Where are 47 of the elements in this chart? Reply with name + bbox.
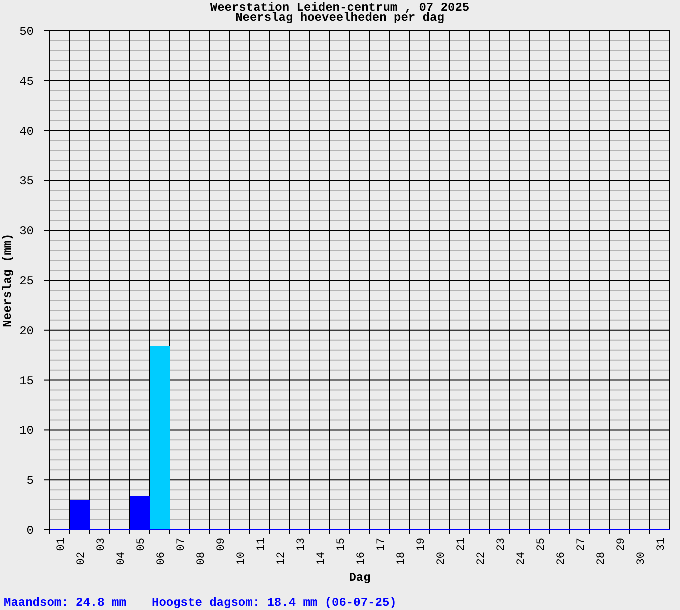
x-tick-label: 14 bbox=[316, 552, 328, 566]
x-tick-label: 23 bbox=[496, 538, 508, 552]
x-tick-label: 18 bbox=[396, 552, 408, 566]
x-tick-label: 31 bbox=[656, 538, 668, 552]
y-tick-label: 35 bbox=[20, 174, 34, 189]
y-axis-title: Neerslag (mm) bbox=[1, 234, 15, 328]
x-tick-label: 20 bbox=[436, 552, 448, 566]
x-tick-label: 17 bbox=[376, 538, 388, 552]
x-tick-label: 24 bbox=[516, 552, 528, 566]
x-tick-label: 25 bbox=[536, 538, 548, 552]
text: Hoogste dagsom: 18.4 mm (06-07-25) bbox=[152, 596, 397, 610]
x-tick-label: 06 bbox=[156, 552, 168, 566]
text: Maandsom: 24.8 mm bbox=[4, 596, 126, 610]
x-tick-label: 13 bbox=[296, 538, 308, 552]
x-tick-label: 15 bbox=[336, 538, 348, 552]
x-tick-label: 16 bbox=[356, 552, 368, 566]
x-tick-label: 29 bbox=[616, 538, 628, 552]
x-tick-label: 08 bbox=[196, 552, 208, 566]
y-tick-label: 0 bbox=[26, 524, 34, 538]
x-tick-label: 04 bbox=[116, 552, 128, 566]
x-tick-label: 26 bbox=[556, 552, 568, 566]
x-tick-label: 21 bbox=[456, 538, 468, 552]
x-tick-label: 12 bbox=[276, 552, 288, 566]
x-tick-label: 28 bbox=[596, 552, 608, 566]
x-axis-title: Dag bbox=[349, 571, 371, 585]
x-tick-label: 01 bbox=[56, 538, 68, 552]
y-tick-label: 45 bbox=[20, 74, 34, 89]
x-tick-label: 02 bbox=[76, 552, 88, 566]
y-tick-label: 25 bbox=[20, 274, 34, 288]
y-tick-label: 5 bbox=[26, 474, 34, 488]
x-tick-label: 27 bbox=[576, 538, 588, 552]
x-tick-label: 19 bbox=[416, 538, 428, 552]
y-tick-label: 30 bbox=[20, 224, 34, 239]
y-tick-label: 50 bbox=[20, 25, 34, 39]
x-tick-label: 05 bbox=[136, 538, 148, 552]
y-tick-label: 40 bbox=[20, 124, 34, 139]
x-tick-label: 11 bbox=[256, 538, 268, 552]
x-tick-label: 30 bbox=[636, 552, 648, 566]
x-tick-label: 03 bbox=[96, 538, 108, 552]
x-tick-label: 10 bbox=[236, 552, 248, 566]
y-tick-label: 20 bbox=[20, 324, 34, 338]
x-tick-label: 09 bbox=[216, 538, 228, 552]
y-tick-label: 10 bbox=[20, 424, 34, 438]
x-tick-label: 22 bbox=[476, 552, 488, 566]
bar bbox=[150, 346, 170, 530]
x-tick-label: 07 bbox=[176, 538, 188, 552]
y-tick-label: 15 bbox=[20, 374, 34, 388]
